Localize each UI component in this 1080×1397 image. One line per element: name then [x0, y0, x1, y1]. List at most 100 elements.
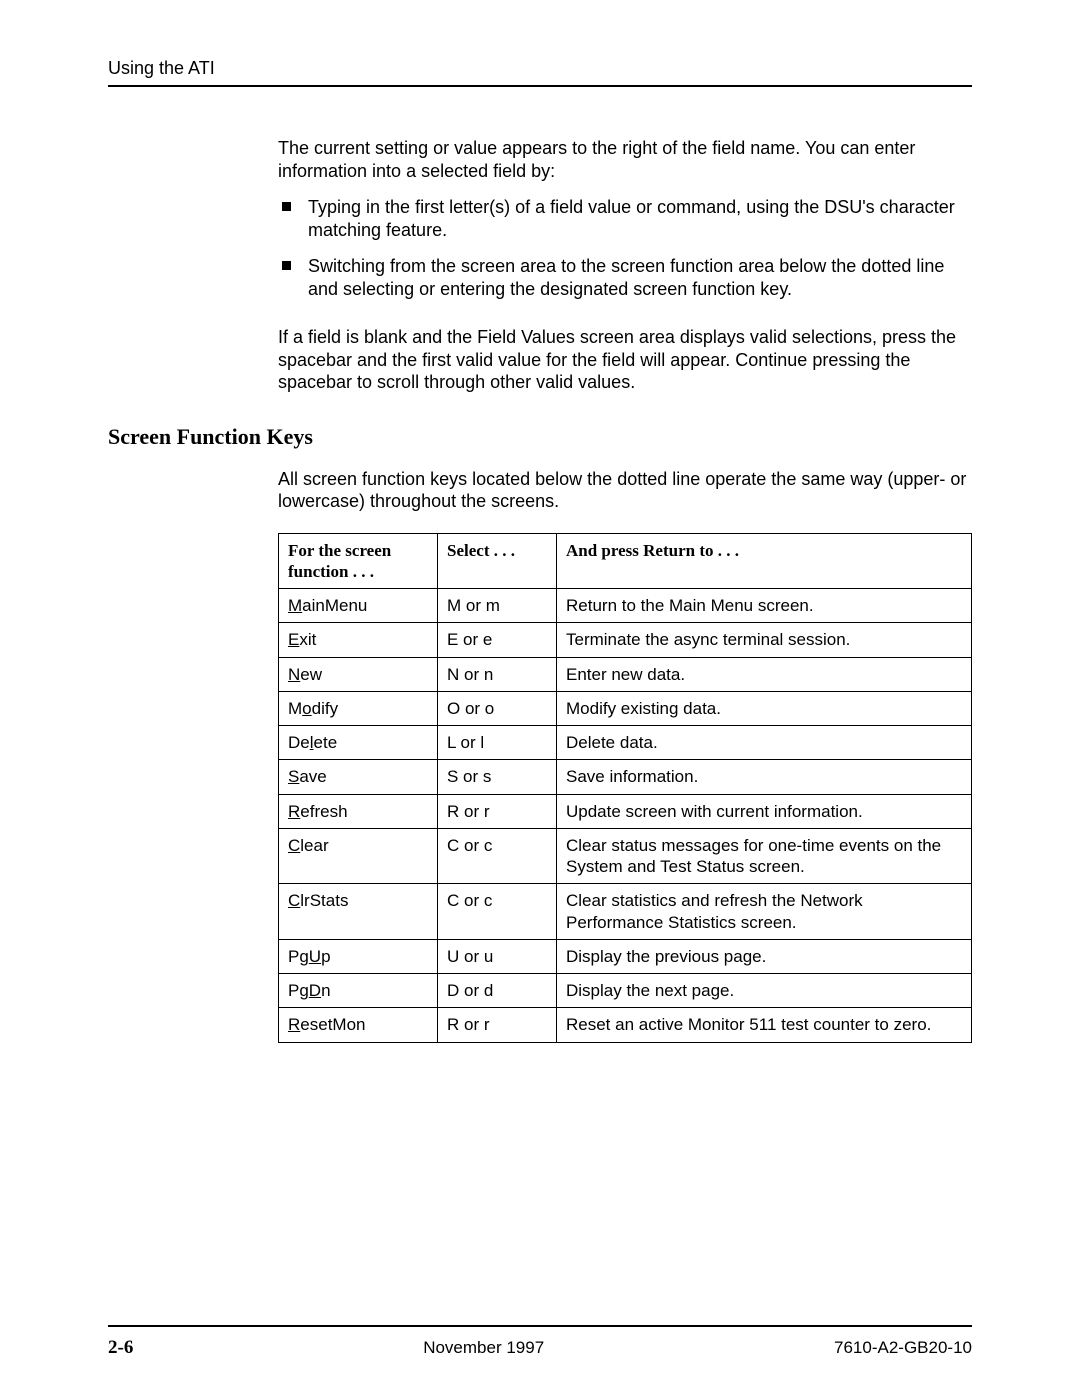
- table-row: PgDnD or dDisplay the next page.: [279, 974, 972, 1008]
- cell-desc: Display the next page.: [557, 974, 972, 1008]
- cell-desc: Display the previous page.: [557, 939, 972, 973]
- bullet-item: Typing in the first letter(s) of a field…: [278, 196, 972, 241]
- func-suffix: n: [321, 981, 330, 1000]
- cell-desc: Modify existing data.: [557, 691, 972, 725]
- table-row: ModifyO or oModify existing data.: [279, 691, 972, 725]
- cell-select: E or e: [438, 623, 557, 657]
- func-suffix: xit: [299, 630, 316, 649]
- func-mnemonic: E: [288, 630, 299, 649]
- section-heading: Screen Function Keys: [108, 424, 972, 450]
- section-intro: All screen function keys located below t…: [278, 468, 972, 513]
- cell-select: L or l: [438, 726, 557, 760]
- func-suffix: ainMenu: [302, 596, 367, 615]
- cell-function: PgDn: [279, 974, 438, 1008]
- table-row: ClrStatsC or cClear statistics and refre…: [279, 884, 972, 940]
- cell-desc: Enter new data.: [557, 657, 972, 691]
- cell-function: Modify: [279, 691, 438, 725]
- cell-function: ResetMon: [279, 1008, 438, 1042]
- table-row: RefreshR or rUpdate screen with current …: [279, 794, 972, 828]
- func-prefix: M: [288, 699, 302, 718]
- func-mnemonic: C: [288, 891, 300, 910]
- cell-select: R or r: [438, 794, 557, 828]
- cell-function: PgUp: [279, 939, 438, 973]
- func-suffix: ete: [314, 733, 338, 752]
- table-row: PgUpU or uDisplay the previous page.: [279, 939, 972, 973]
- cell-desc: Return to the Main Menu screen.: [557, 589, 972, 623]
- cell-desc: Terminate the async terminal session.: [557, 623, 972, 657]
- func-mnemonic: N: [288, 665, 300, 684]
- cell-desc: Update screen with current information.: [557, 794, 972, 828]
- page-number: 2-6: [108, 1337, 133, 1359]
- cell-select: U or u: [438, 939, 557, 973]
- cell-desc: Save information.: [557, 760, 972, 794]
- intro-paragraph: The current setting or value appears to …: [278, 137, 972, 182]
- cell-function: Save: [279, 760, 438, 794]
- table-header-select: Select . . .: [438, 533, 557, 589]
- func-prefix: Pg: [288, 981, 309, 1000]
- table-row: NewN or nEnter new data.: [279, 657, 972, 691]
- cell-select: M or m: [438, 589, 557, 623]
- func-suffix: ew: [300, 665, 322, 684]
- cell-select: C or c: [438, 884, 557, 940]
- page-footer: 2-6 November 1997 7610-A2-GB20-10: [108, 1325, 972, 1359]
- cell-desc: Clear status messages for one-time event…: [557, 828, 972, 884]
- footer-doc-id: 7610-A2-GB20-10: [834, 1338, 972, 1358]
- table-header-desc: And press Return to . . .: [557, 533, 972, 589]
- cell-select: C or c: [438, 828, 557, 884]
- content-column: The current setting or value appears to …: [278, 137, 972, 394]
- cell-function: Clear: [279, 828, 438, 884]
- cell-function: Delete: [279, 726, 438, 760]
- func-suffix: efresh: [300, 802, 347, 821]
- func-mnemonic: R: [288, 1015, 300, 1034]
- running-head: Using the ATI: [108, 58, 972, 79]
- cell-select: S or s: [438, 760, 557, 794]
- page: Using the ATI The current setting or val…: [0, 0, 1080, 1397]
- func-prefix: De: [288, 733, 310, 752]
- blank-field-paragraph: If a field is blank and the Field Values…: [278, 326, 972, 394]
- function-keys-table: For the screen function . . . Select . .…: [278, 533, 972, 1043]
- cell-function: MainMenu: [279, 589, 438, 623]
- func-suffix: lrStats: [300, 891, 348, 910]
- footer-rule: [108, 1325, 972, 1327]
- function-keys-table-wrap: For the screen function . . . Select . .…: [278, 533, 972, 1043]
- func-suffix: lear: [300, 836, 328, 855]
- func-mnemonic: C: [288, 836, 300, 855]
- cell-select: O or o: [438, 691, 557, 725]
- footer-row: 2-6 November 1997 7610-A2-GB20-10: [108, 1337, 972, 1359]
- header-rule: [108, 85, 972, 87]
- func-mnemonic: o: [302, 699, 311, 718]
- cell-function: ClrStats: [279, 884, 438, 940]
- cell-function: Exit: [279, 623, 438, 657]
- func-suffix: p: [321, 947, 330, 966]
- cell-select: R or r: [438, 1008, 557, 1042]
- func-suffix: ave: [299, 767, 326, 786]
- func-mnemonic: D: [309, 981, 321, 1000]
- bullet-item: Switching from the screen area to the sc…: [278, 255, 972, 300]
- func-mnemonic: U: [309, 947, 321, 966]
- cell-select: D or d: [438, 974, 557, 1008]
- section-intro-wrap: All screen function keys located below t…: [278, 468, 972, 513]
- table-header-row: For the screen function . . . Select . .…: [279, 533, 972, 589]
- cell-function: Refresh: [279, 794, 438, 828]
- footer-date: November 1997: [423, 1338, 544, 1358]
- cell-desc: Delete data.: [557, 726, 972, 760]
- cell-select: N or n: [438, 657, 557, 691]
- func-mnemonic: M: [288, 596, 302, 615]
- table-row: DeleteL or lDelete data.: [279, 726, 972, 760]
- header-text: For the screen: [288, 541, 391, 560]
- bullet-list: Typing in the first letter(s) of a field…: [278, 196, 972, 300]
- cell-function: New: [279, 657, 438, 691]
- table-row: ExitE or eTerminate the async terminal s…: [279, 623, 972, 657]
- func-prefix: Pg: [288, 947, 309, 966]
- func-mnemonic: S: [288, 767, 299, 786]
- table-row: MainMenuM or mReturn to the Main Menu sc…: [279, 589, 972, 623]
- table-row: ClearC or cClear status messages for one…: [279, 828, 972, 884]
- func-suffix: dify: [312, 699, 338, 718]
- func-mnemonic: R: [288, 802, 300, 821]
- cell-desc: Clear statistics and refresh the Network…: [557, 884, 972, 940]
- table-row: ResetMonR or rReset an active Monitor 51…: [279, 1008, 972, 1042]
- cell-desc: Reset an active Monitor 511 test counter…: [557, 1008, 972, 1042]
- table-header-function: For the screen function . . .: [279, 533, 438, 589]
- header-text: function . . .: [288, 562, 374, 581]
- func-suffix: esetMon: [300, 1015, 365, 1034]
